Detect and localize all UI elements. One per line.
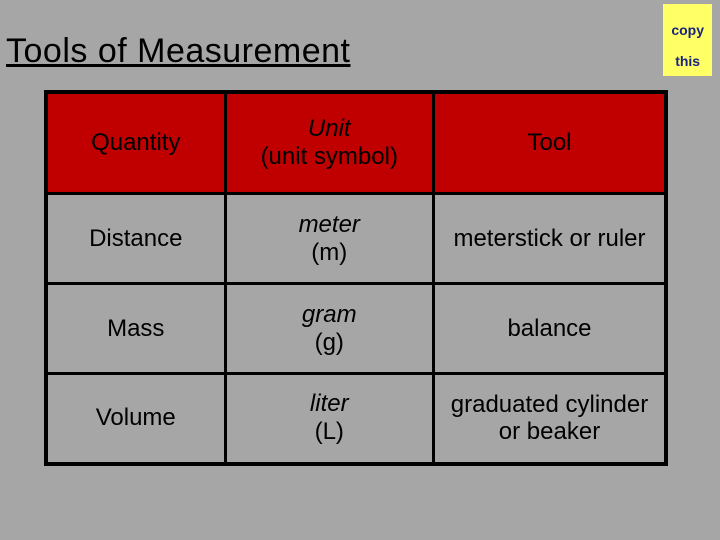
- cell-unit: liter (L): [225, 374, 433, 464]
- table-row: Volume liter (L) graduated cylinder or b…: [46, 374, 666, 464]
- header-unit-sub: (unit symbol): [233, 143, 426, 171]
- table-header-row: Quantity Unit (unit symbol) Tool: [46, 92, 666, 194]
- table-row: Distance meter (m) meterstick or ruler: [46, 194, 666, 284]
- unit-name: liter: [233, 390, 426, 418]
- cell-unit: gram (g): [225, 284, 433, 374]
- note-line2: this: [675, 53, 700, 69]
- cell-quantity: Mass: [46, 284, 225, 374]
- cell-unit: meter (m): [225, 194, 433, 284]
- header-unit: Unit (unit symbol): [225, 92, 433, 194]
- header-unit-main: Unit: [233, 115, 426, 143]
- cell-tool: balance: [433, 284, 666, 374]
- cell-tool: graduated cylinder or beaker: [433, 374, 666, 464]
- copy-this-sticky: copy this: [663, 4, 712, 76]
- cell-quantity: Volume: [46, 374, 225, 464]
- note-line1: copy: [671, 22, 704, 38]
- cell-tool: meterstick or ruler: [433, 194, 666, 284]
- measurement-table: Quantity Unit (unit symbol) Tool Distanc…: [44, 90, 668, 466]
- unit-symbol: (m): [233, 239, 426, 267]
- header-quantity: Quantity: [46, 92, 225, 194]
- table-row: Mass gram (g) balance: [46, 284, 666, 374]
- page-title: Tools of Measurement: [6, 32, 351, 71]
- unit-symbol: (L): [233, 418, 426, 446]
- unit-name: gram: [233, 301, 426, 329]
- header-tool: Tool: [433, 92, 666, 194]
- unit-symbol: (g): [233, 329, 426, 357]
- unit-name: meter: [233, 211, 426, 239]
- cell-quantity: Distance: [46, 194, 225, 284]
